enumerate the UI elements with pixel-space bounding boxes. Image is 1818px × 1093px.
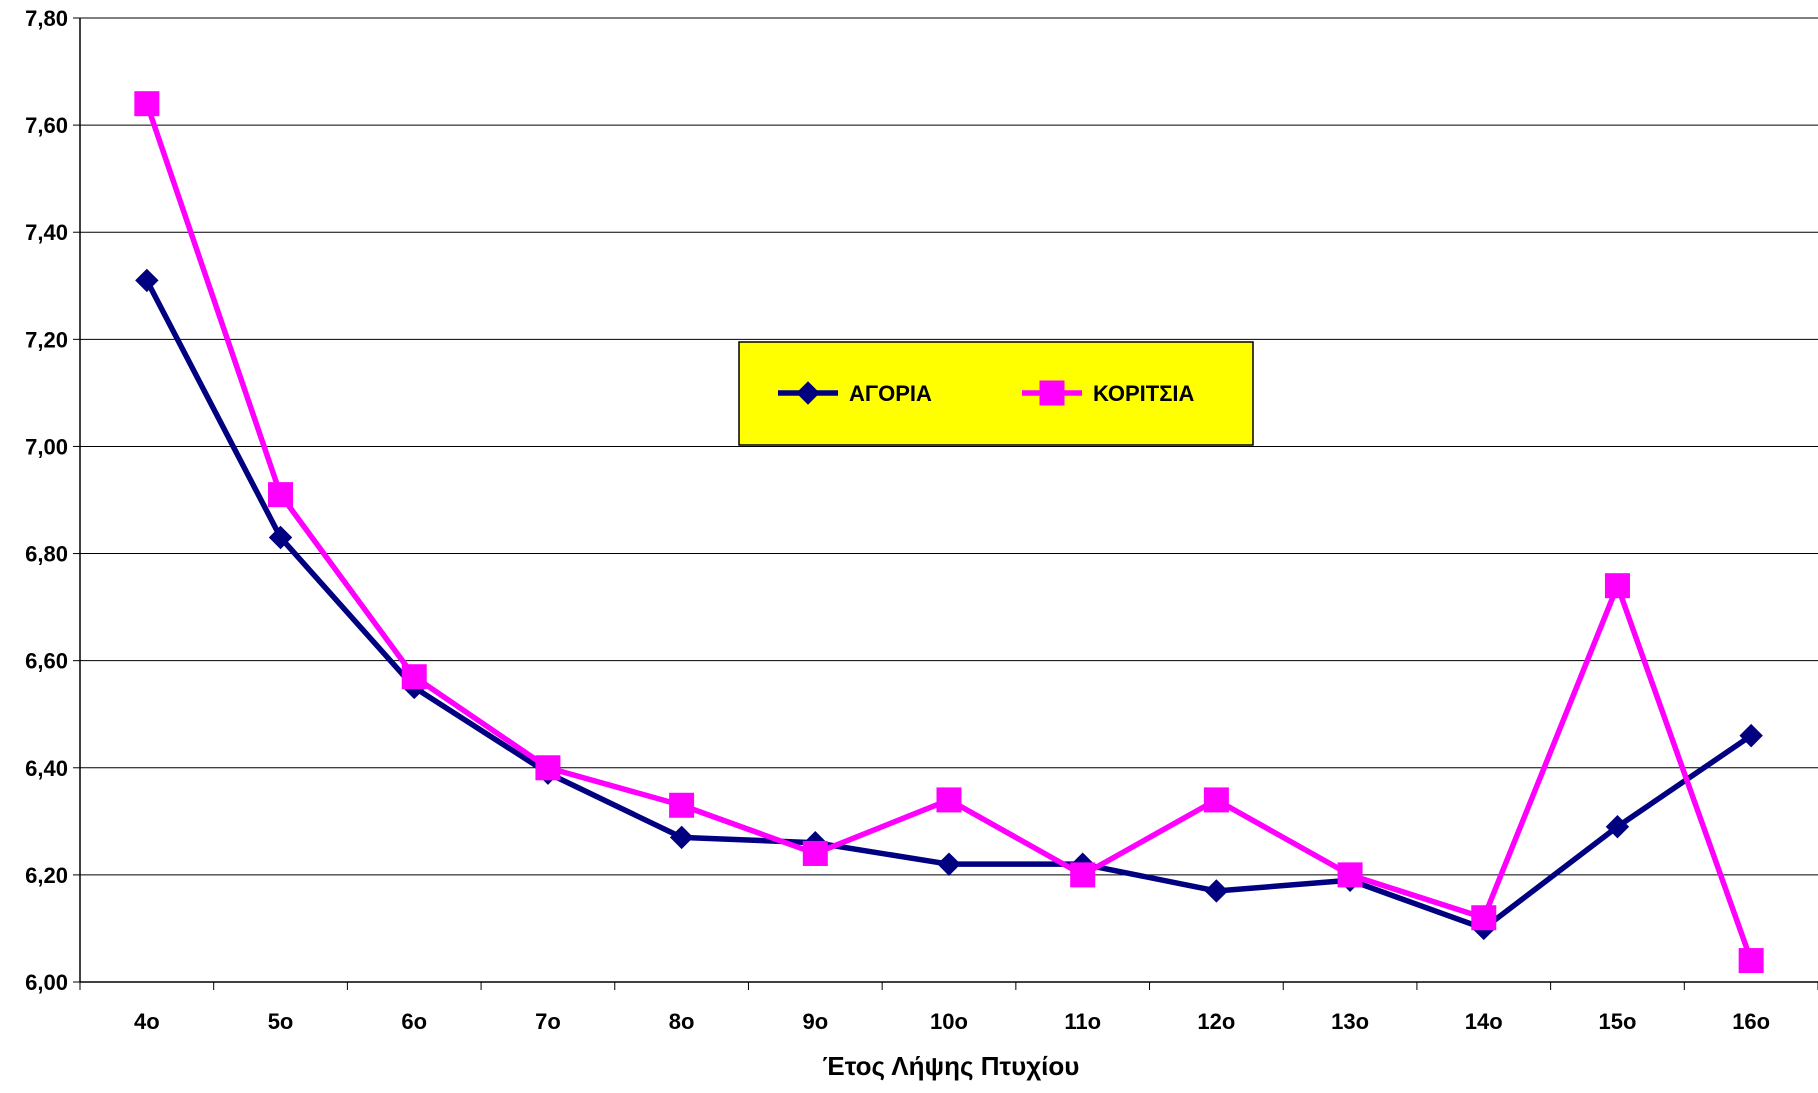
y-tick-label: 6,20	[25, 863, 68, 888]
legend-label: ΑΓΟΡΙΑ	[849, 381, 932, 406]
data-point	[669, 792, 695, 818]
y-tick-label: 6,00	[25, 970, 68, 995]
data-point	[535, 755, 561, 781]
x-tick-label: 8o	[669, 1009, 695, 1034]
data-point	[1471, 905, 1497, 931]
legend-marker	[1039, 380, 1065, 406]
y-tick-labels: 6,00 6,20 6,40 6,60 6,80 7,00 7,20 7,40 7,60 7,80	[25, 6, 68, 995]
data-point	[134, 91, 160, 117]
x-tick-label: 16o	[1732, 1009, 1770, 1034]
x-tick-label: 4o	[134, 1009, 160, 1034]
legend-item: ΑΓΟΡΙΑ	[778, 381, 932, 406]
x-tick-label: 10o	[930, 1009, 968, 1034]
axes	[73, 17, 1818, 990]
y-tick-label: 7,40	[25, 220, 68, 245]
data-point	[937, 852, 961, 876]
y-tick-label: 6,60	[25, 649, 68, 674]
legend: ΑΓΟΡΙΑ ΚΟΡΙΤΣΙΑ	[738, 341, 1254, 446]
x-tick-label: 9o	[802, 1009, 828, 1034]
series-2	[134, 91, 1764, 974]
data-point	[1204, 879, 1229, 903]
data-point	[669, 825, 694, 850]
data-point	[268, 525, 293, 550]
x-tick-label: 5o	[268, 1009, 294, 1034]
legend-item: ΚΟΡΙΤΣΙΑ	[1022, 380, 1195, 406]
data-point	[401, 664, 427, 690]
x-tick-label: 11o	[1064, 1009, 1101, 1034]
x-tick-label: 12o	[1197, 1009, 1235, 1034]
data-point	[1070, 862, 1096, 888]
y-tick-label: 7,20	[25, 327, 68, 352]
x-tick-label: 13o	[1331, 1009, 1369, 1034]
x-axis-title: Έτος Λήψης Πτυχίου	[823, 1051, 1080, 1081]
x-tick-label: 14o	[1465, 1009, 1503, 1034]
y-tick-label: 7,00	[25, 434, 68, 459]
data-point	[1604, 573, 1630, 599]
data-point	[268, 482, 294, 508]
gridlines	[80, 17, 1818, 876]
x-tick-label: 15o	[1599, 1009, 1637, 1034]
x-tick-label: 6o	[401, 1009, 427, 1034]
y-tick-label: 6,80	[25, 542, 68, 567]
data-point	[1605, 814, 1630, 839]
x-tick-label: 7o	[535, 1009, 561, 1034]
y-tick-label: 7,60	[25, 113, 68, 138]
legend-marker	[796, 381, 820, 405]
data-point	[1203, 787, 1229, 813]
data-point	[1337, 862, 1363, 888]
data-point	[135, 268, 159, 293]
data-point	[1738, 948, 1764, 974]
data-point	[1739, 723, 1763, 748]
x-tick-labels: 4o 5o 6o 7o 8o 9o 10o 11o 12o 13o 14o 15o 16o	[134, 1009, 1770, 1034]
y-tick-label: 7,80	[25, 6, 68, 31]
series	[134, 91, 1764, 974]
data-point	[936, 787, 962, 813]
y-tick-label: 6,40	[25, 756, 68, 781]
data-point	[802, 840, 828, 866]
legend-label: ΚΟΡΙΤΣΙΑ	[1093, 381, 1195, 406]
